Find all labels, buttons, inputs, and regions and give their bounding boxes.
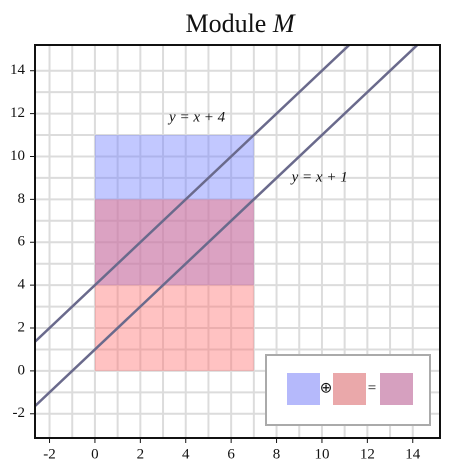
legend-symbol: ⊕ bbox=[320, 380, 333, 396]
y-tick-label: 0 bbox=[18, 362, 26, 378]
y-tick-label: 6 bbox=[18, 234, 26, 250]
legend: ⊕ = bbox=[265, 354, 431, 426]
title-text: Module bbox=[185, 9, 266, 38]
y-tick-label: 10 bbox=[10, 148, 25, 164]
line bbox=[35, 45, 352, 343]
region-rect bbox=[94, 199, 254, 371]
title-symbol: M bbox=[272, 9, 296, 38]
x-tick-label: -2 bbox=[43, 446, 56, 462]
legend-symbol: = bbox=[368, 380, 376, 396]
y-tick-label: -2 bbox=[13, 405, 26, 421]
x-tick-label: 12 bbox=[360, 446, 375, 462]
y-tick-label: 14 bbox=[10, 62, 26, 78]
y-tick-label: 8 bbox=[18, 191, 26, 207]
legend-swatch bbox=[380, 373, 413, 405]
line-label: y = x + 4 bbox=[167, 109, 226, 125]
x-tick-label: 0 bbox=[91, 446, 99, 462]
line bbox=[35, 45, 420, 407]
plot-area bbox=[35, 45, 420, 407]
x-tick-label: 6 bbox=[227, 446, 235, 462]
y-tick-label: 4 bbox=[18, 277, 26, 293]
x-tick-label: 2 bbox=[137, 446, 145, 462]
y-tick-label: 2 bbox=[18, 319, 26, 335]
legend-swatch bbox=[333, 373, 366, 405]
plot-border bbox=[34, 44, 441, 439]
y-tick-label: 12 bbox=[10, 105, 25, 121]
legend-swatch bbox=[287, 373, 320, 405]
x-tick-label: 14 bbox=[405, 446, 421, 462]
chart-title: Module M bbox=[185, 9, 295, 38]
line-label: y = x + 1 bbox=[290, 169, 348, 185]
x-tick-label: 4 bbox=[182, 446, 190, 462]
x-tick-label: 8 bbox=[273, 446, 281, 462]
x-tick-label: 10 bbox=[314, 446, 329, 462]
